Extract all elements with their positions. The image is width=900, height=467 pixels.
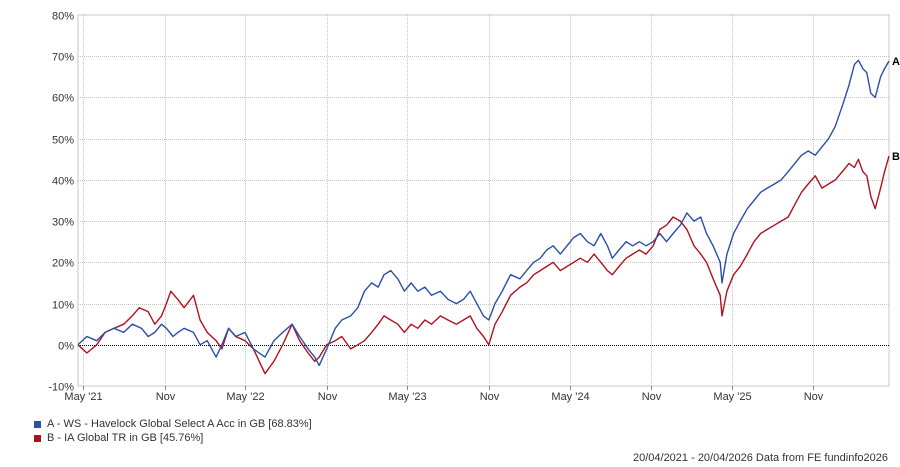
y-tick-label: -10% — [48, 382, 74, 394]
legend-swatch-b — [34, 434, 41, 442]
y-tick-label: 0% — [58, 341, 74, 353]
x-tick-label: Nov — [480, 391, 500, 403]
y-tick-label: 10% — [52, 300, 74, 312]
x-tick-label: May '21 — [64, 391, 102, 403]
series-end-label-b: B — [892, 151, 900, 163]
x-tick-label: Nov — [318, 391, 338, 403]
x-tick-label: May '23 — [388, 391, 426, 403]
series-end-label-a: A — [892, 56, 900, 68]
line-chart: -10% 0% 10% 20% 30% 40% 50% 60% 70% 80% May '21 Nov… — [48, 11, 900, 404]
axis-layer — [83, 386, 814, 390]
legend-swatch-a — [34, 420, 41, 428]
y-tick-label: 50% — [52, 135, 74, 147]
x-tick-label: May '25 — [713, 391, 751, 403]
legend-label-a: A - WS - Havelock Global Select A Acc in… — [47, 418, 312, 430]
legend-item-a: A - WS - Havelock Global Select A Acc in… — [34, 417, 312, 431]
x-tick-label: May '24 — [551, 391, 589, 403]
y-tick-label: 60% — [52, 93, 74, 105]
x-tick-label: Nov — [156, 391, 176, 403]
y-tick-label: 70% — [52, 52, 74, 64]
chart-legend: A - WS - Havelock Global Select A Acc in… — [34, 417, 312, 445]
series-layer — [77, 59, 890, 375]
series-line-a — [77, 59, 890, 367]
legend-label-b: B - IA Global TR in GB [45.76%] — [47, 432, 204, 444]
x-tick-label: May '22 — [226, 391, 264, 403]
label-layer: -10% 0% 10% 20% 30% 40% 50% 60% 70% 80% May '21 Nov… — [48, 11, 900, 404]
y-tick-label: 20% — [52, 258, 74, 270]
y-tick-label: 40% — [52, 176, 74, 188]
data-source-footer: 20/04/2021 - 20/04/2026 Data from FE fun… — [632, 452, 888, 464]
y-tick-label: 30% — [52, 217, 74, 229]
grid-layer — [77, 14, 890, 387]
x-tick-label: Nov — [642, 391, 662, 403]
x-tick-label: Nov — [804, 391, 824, 403]
plot-frame — [77, 14, 890, 387]
y-tick-label: 80% — [52, 11, 74, 23]
legend-item-b: B - IA Global TR in GB [45.76%] — [34, 431, 312, 445]
